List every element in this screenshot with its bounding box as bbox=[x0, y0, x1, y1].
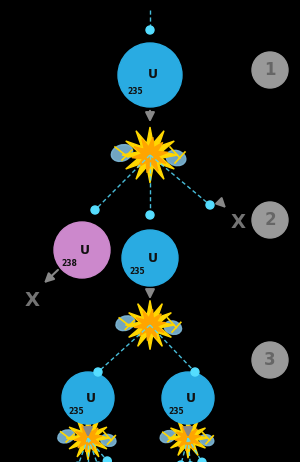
Circle shape bbox=[206, 201, 214, 209]
Text: 235: 235 bbox=[169, 407, 184, 415]
Text: 3: 3 bbox=[264, 351, 276, 369]
Circle shape bbox=[252, 52, 288, 88]
Circle shape bbox=[103, 457, 111, 462]
Circle shape bbox=[62, 372, 114, 424]
Text: 235: 235 bbox=[128, 86, 143, 96]
Text: U: U bbox=[186, 391, 196, 405]
Text: U: U bbox=[148, 251, 158, 265]
Circle shape bbox=[162, 372, 214, 424]
Text: U: U bbox=[148, 68, 158, 81]
Polygon shape bbox=[122, 127, 178, 183]
Polygon shape bbox=[66, 416, 110, 460]
Circle shape bbox=[94, 368, 102, 376]
Ellipse shape bbox=[116, 316, 135, 331]
Circle shape bbox=[177, 461, 185, 462]
Circle shape bbox=[54, 222, 110, 278]
Circle shape bbox=[146, 211, 154, 219]
Text: 238: 238 bbox=[61, 260, 77, 268]
Text: 1: 1 bbox=[264, 61, 276, 79]
Circle shape bbox=[146, 26, 154, 34]
Text: U: U bbox=[80, 243, 90, 256]
Text: 235: 235 bbox=[68, 407, 84, 415]
Ellipse shape bbox=[200, 435, 214, 446]
Ellipse shape bbox=[111, 145, 133, 161]
Text: 235: 235 bbox=[130, 267, 145, 276]
Polygon shape bbox=[125, 300, 175, 350]
Polygon shape bbox=[74, 424, 102, 452]
Circle shape bbox=[122, 230, 178, 286]
Circle shape bbox=[191, 368, 199, 376]
Circle shape bbox=[91, 206, 99, 214]
Circle shape bbox=[252, 202, 288, 238]
Polygon shape bbox=[134, 310, 166, 340]
Text: X: X bbox=[25, 291, 40, 310]
Ellipse shape bbox=[160, 431, 176, 443]
Circle shape bbox=[118, 43, 182, 107]
Text: X: X bbox=[230, 213, 245, 231]
Text: 2: 2 bbox=[264, 211, 276, 229]
Polygon shape bbox=[168, 418, 208, 458]
Polygon shape bbox=[175, 425, 201, 451]
Ellipse shape bbox=[164, 321, 182, 334]
Circle shape bbox=[252, 342, 288, 378]
Ellipse shape bbox=[100, 434, 116, 446]
Circle shape bbox=[198, 458, 206, 462]
Ellipse shape bbox=[166, 150, 186, 166]
Polygon shape bbox=[132, 137, 168, 173]
Ellipse shape bbox=[58, 430, 74, 443]
Text: U: U bbox=[85, 391, 96, 405]
